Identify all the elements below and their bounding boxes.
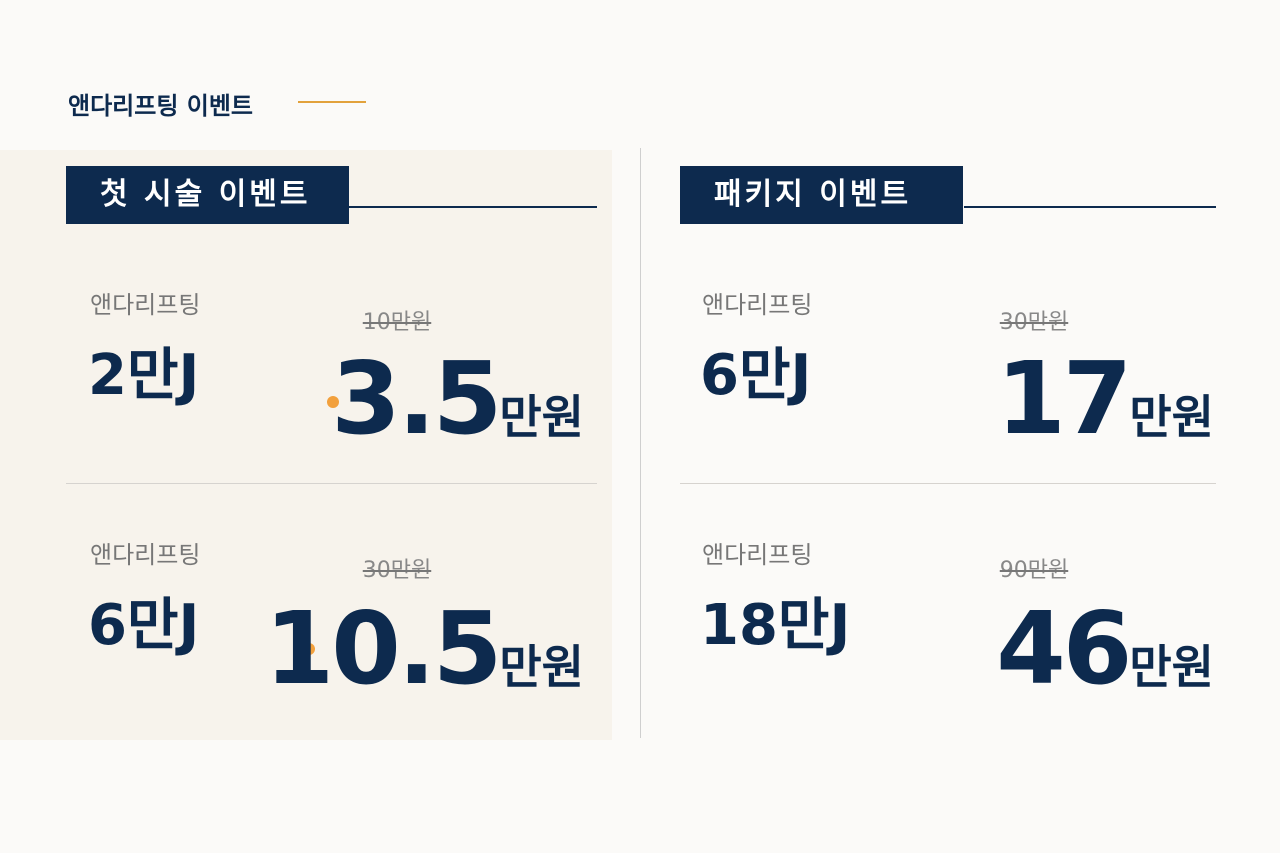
price-number: 10.5 [264, 590, 503, 707]
separator [680, 483, 1216, 484]
item-label: 앤다리프팅 [90, 541, 201, 569]
divider [640, 148, 641, 738]
price-number: 3.5 [331, 340, 502, 457]
separator [66, 483, 597, 484]
price-unit: 만원 [1129, 390, 1214, 444]
price-unit: 만원 [499, 390, 584, 444]
header-title: 앤다리프팅 이벤트 [68, 92, 253, 120]
price: 46만원 [814, 590, 1214, 707]
original-price: 30만원 [999, 310, 1069, 335]
item-amount: 6만J [88, 593, 200, 658]
bullet-dot [327, 396, 339, 408]
item-label: 앤다리프팅 [90, 291, 201, 319]
header-accent [298, 101, 366, 103]
section-title: 첫 시술 이벤트 [66, 166, 349, 224]
item-amount: 2만J [88, 343, 200, 408]
price-number: 46 [996, 590, 1132, 707]
price: 17만원 [814, 340, 1214, 457]
section-line [964, 206, 1216, 208]
item-amount: 18만J [700, 593, 851, 658]
price-unit: 만원 [1129, 640, 1214, 694]
price-unit: 만원 [499, 640, 584, 694]
bullet-dot [303, 643, 315, 655]
price: 10.5만원 [184, 590, 584, 707]
original-price: 10만원 [362, 310, 432, 335]
original-price: 90만원 [999, 558, 1069, 583]
original-price: 30만원 [362, 558, 432, 583]
section-line [349, 206, 597, 208]
item-amount: 6만J [700, 343, 812, 408]
price: 3.5만원 [184, 340, 584, 457]
item-label: 앤다리프팅 [702, 541, 813, 569]
price-number: 17 [996, 340, 1132, 457]
section-title: 패키지 이벤트 [680, 166, 963, 224]
item-label: 앤다리프팅 [702, 291, 813, 319]
left-panel [0, 150, 612, 740]
